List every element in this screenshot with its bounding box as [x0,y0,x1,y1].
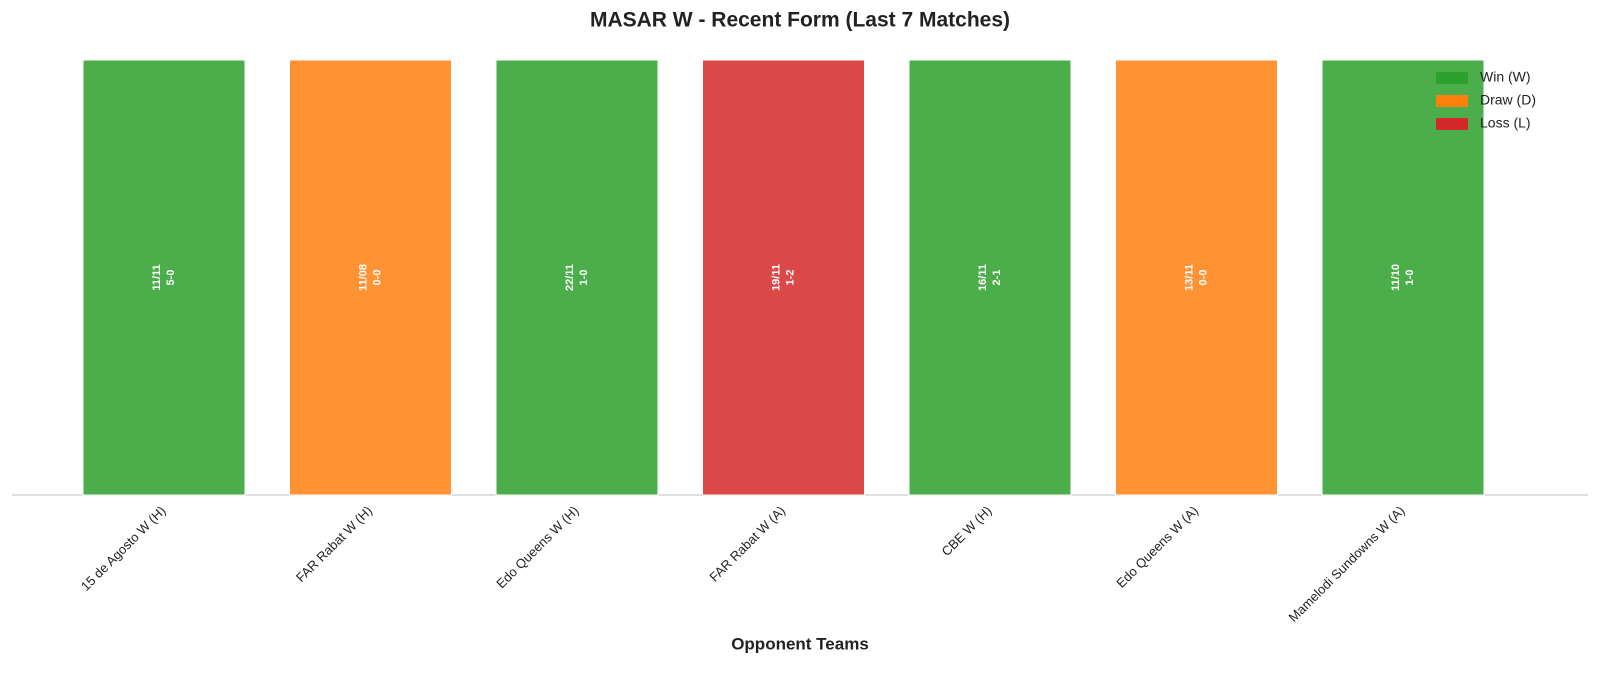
bar [1321,59,1485,496]
bar-date-label: 19/11 [770,264,782,291]
bar [495,59,659,496]
bar-date-label: 11/11 [151,264,163,290]
x-tick-label: FAR Rabat W (A) [706,503,788,585]
x-tick-label: Mamelodi Sundowns W (A) [1286,503,1408,625]
bar-date-label: 11/10 [1390,264,1402,291]
bar [289,59,452,496]
x-axis-label: Opponent Teams [731,634,869,653]
bar-score-label: 0-0 [371,270,383,286]
bar-date-label: 22/11 [564,264,576,291]
bar-date-label: 16/11 [977,264,989,291]
legend-label: Draw (D) [1480,92,1536,108]
bar-score-label: 0-0 [1197,270,1209,286]
x-tick-label: FAR Rabat W (H) [293,503,375,585]
chart-title: MASAR W - Recent Form (Last 7 Matches) [590,9,1010,32]
legend-swatch [1436,95,1468,107]
legend-label: Loss (L) [1480,115,1531,131]
bar-score-label: 1-0 [1404,270,1416,286]
legend-swatch [1436,118,1468,130]
bar-date-label: 11/08 [357,264,369,291]
bar [1115,59,1278,496]
bar-score-label: 1-0 [578,270,590,286]
bar-score-label: 2-1 [991,270,1003,286]
bar-score-label: 1-2 [784,270,796,286]
x-tick-label: Edo Queens W (A) [1113,503,1201,591]
legend-swatch [1436,72,1468,84]
bar [82,59,246,496]
x-tick-label: 15 de Agosto W (H) [78,503,169,594]
bar [702,59,865,496]
legend-label: Win (W) [1480,69,1531,85]
x-tick-label: Edo Queens W (H) [493,503,581,591]
x-tick-label: CBE W (H) [938,503,994,559]
bar [908,59,1072,496]
bar-score-label: 5-0 [165,270,177,286]
bar-date-label: 13/11 [1183,264,1195,291]
